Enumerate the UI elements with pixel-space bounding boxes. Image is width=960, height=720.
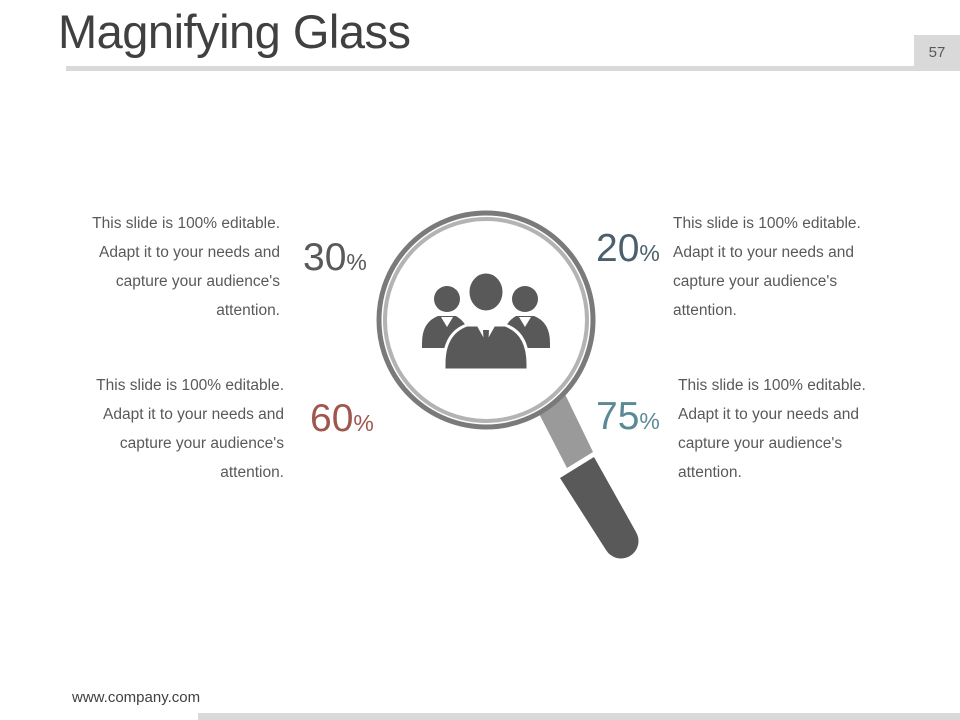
stat-bottom-right: 75%	[596, 397, 660, 436]
description-line: capture your audience's	[115, 273, 280, 290]
page-number: 57	[914, 35, 960, 71]
description-line: attention.	[673, 302, 737, 319]
description-line: This slide is 100% editable.	[678, 377, 866, 394]
footer-url: www.company.com	[72, 689, 201, 706]
description-line: This slide is 100% editable.	[673, 215, 861, 232]
magnifying-glass-icon	[376, 210, 639, 559]
description-line: This slide is 100% editable.	[92, 215, 280, 232]
footer-divider	[198, 713, 960, 720]
description-line: Adapt it to your needs and	[673, 244, 854, 261]
magnifier-handle	[560, 457, 639, 559]
description-line: capture your audience's	[119, 435, 284, 452]
stat-unit: %	[353, 410, 374, 436]
description-bottom-left: This slide is 100% editable. Adapt it to…	[54, 371, 284, 487]
team-icon	[422, 270, 550, 372]
description-line: attention.	[678, 464, 742, 481]
description-line: This slide is 100% editable.	[96, 377, 284, 394]
stat-value: 60	[310, 397, 354, 440]
description-line: Adapt it to your needs and	[678, 406, 859, 423]
stat-value: 75	[596, 395, 640, 438]
description-line: capture your audience's	[678, 435, 843, 452]
stat-value: 30	[303, 236, 347, 279]
description-line: capture your audience's	[673, 273, 838, 290]
stat-unit: %	[639, 408, 660, 434]
stat-value: 20	[596, 227, 640, 270]
stat-unit: %	[639, 240, 660, 266]
magnifier-neck	[535, 390, 593, 468]
title-divider	[66, 66, 960, 71]
description-top-left: This slide is 100% editable. Adapt it to…	[50, 209, 280, 325]
description-line: Adapt it to your needs and	[103, 406, 284, 423]
slide-title: Magnifying Glass	[58, 5, 411, 58]
stat-top-left: 30%	[303, 238, 367, 277]
magnifier-lens	[376, 210, 596, 430]
description-bottom-right: This slide is 100% editable. Adapt it to…	[678, 371, 908, 487]
description-line: attention.	[216, 302, 280, 319]
description-line: attention.	[220, 464, 284, 481]
description-line: Adapt it to your needs and	[99, 244, 280, 261]
description-top-right: This slide is 100% editable. Adapt it to…	[673, 209, 903, 325]
stat-bottom-left: 60%	[310, 399, 374, 438]
stat-unit: %	[346, 249, 367, 275]
magnifier-lens-inner-ring	[383, 217, 589, 423]
stat-top-right: 20%	[596, 229, 660, 268]
